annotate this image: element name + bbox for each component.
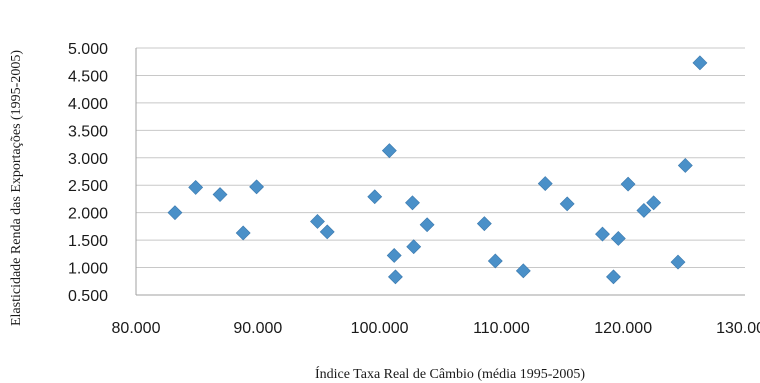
y-tick-label: 3.000	[68, 151, 108, 168]
gridlines	[136, 47, 745, 269]
data-point	[677, 158, 693, 173]
data-point	[167, 205, 183, 221]
data-point	[419, 217, 435, 233]
data-point	[606, 269, 621, 285]
data-point	[386, 248, 402, 263]
data-point	[646, 195, 662, 211]
data-point	[610, 231, 626, 246]
x-axis-title: Índice Taxa Real de Câmbio (média 1995-2…	[315, 365, 585, 382]
data-points	[167, 55, 708, 285]
data-point	[235, 225, 251, 241]
x-tick-label: 130.000	[716, 320, 760, 337]
data-point	[188, 179, 204, 195]
data-point	[249, 179, 265, 195]
data-point	[692, 55, 708, 71]
data-point	[636, 203, 652, 218]
x-tick-labels: 80.000 90.000 100.000 110.000 120.000 130.000	[112, 320, 760, 337]
y-tick-label: 1.500	[68, 233, 108, 250]
y-tick-label: 3.500	[68, 123, 108, 140]
y-axis-title: Elasticidade Renda das Exportações (1995…	[9, 50, 24, 326]
y-tick-labels: 0.500 1.000 1.500 2.000 2.500 3.000 3.500 4.000…	[68, 41, 108, 305]
y-tick-label: 2.500	[68, 178, 108, 195]
data-point	[476, 216, 492, 232]
x-tick-label: 100.000	[351, 320, 409, 337]
data-point	[406, 239, 422, 255]
data-point	[212, 187, 228, 202]
data-point	[487, 253, 503, 269]
y-tick-label: 5.000	[68, 41, 108, 58]
data-point	[537, 176, 553, 191]
x-tick-label: 120.000	[594, 320, 652, 337]
y-tick-label: 1.000	[68, 261, 108, 278]
x-tick-label: 80.000	[112, 320, 161, 337]
data-point	[670, 254, 686, 270]
x-tick-label: 110.000	[473, 320, 530, 337]
data-point	[388, 269, 403, 285]
data-point	[381, 143, 397, 159]
x-tick-label: 90.000	[233, 320, 282, 337]
y-tick-label: 0.500	[68, 288, 108, 305]
axes	[135, 48, 745, 296]
y-tick-label: 4.000	[68, 96, 108, 113]
data-point	[559, 196, 575, 212]
data-point	[405, 195, 420, 211]
y-tick-label: 4.500	[68, 68, 108, 85]
y-tick-label: 2.000	[68, 206, 108, 223]
data-point	[310, 214, 325, 229]
data-point	[620, 176, 636, 192]
data-point	[319, 224, 335, 240]
data-point	[595, 226, 610, 242]
data-point	[367, 189, 383, 205]
data-point	[515, 263, 531, 279]
